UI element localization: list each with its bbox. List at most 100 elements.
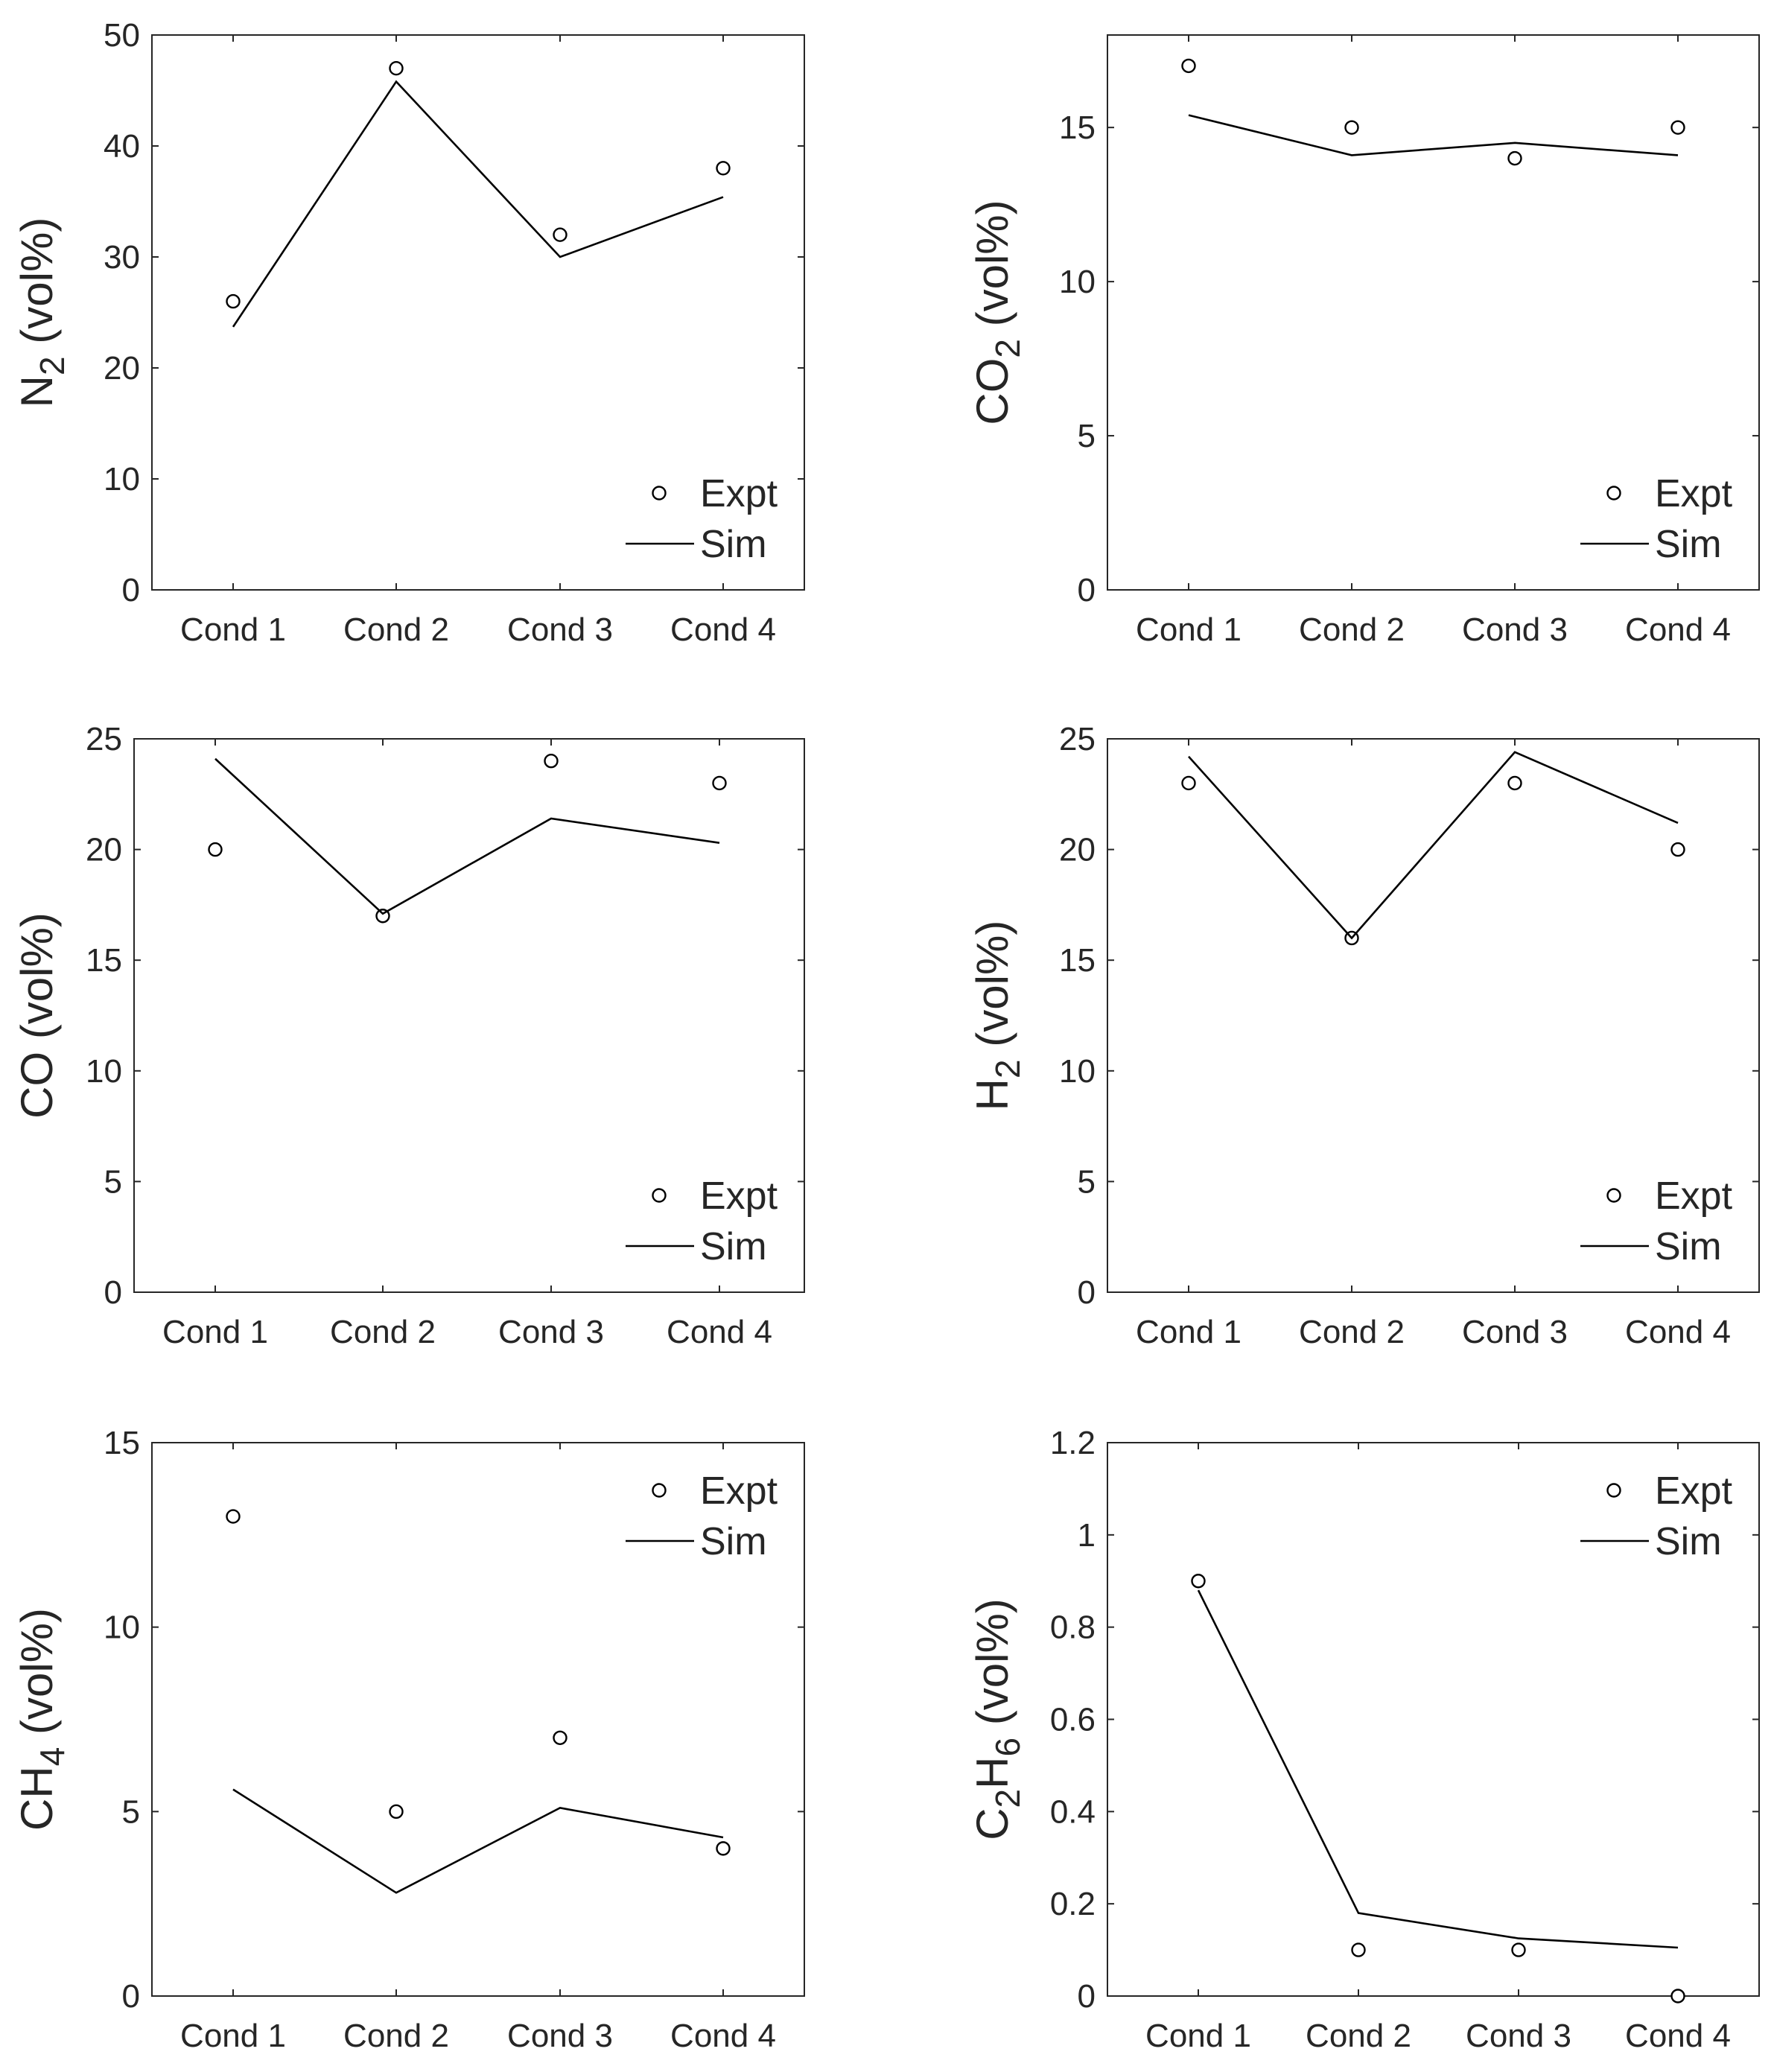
- legend-expt-marker: [1606, 1188, 1621, 1203]
- legend-expt-marker: [652, 486, 667, 500]
- y-tick-label: 0: [122, 572, 140, 608]
- legend-expt-marker: [1606, 486, 1621, 500]
- legend-expt-label: Expt: [1655, 472, 1733, 515]
- expt-marker: [553, 1730, 568, 1745]
- x-tick-label: Cond 2: [343, 2018, 449, 2054]
- y-axis-label-main: CO: [967, 358, 1017, 425]
- legend: Expt Sim: [1580, 1469, 1733, 1563]
- y-axis-label-main: N: [12, 375, 62, 407]
- y-tick-label: 0: [122, 1978, 140, 2015]
- expt-marker: [1670, 120, 1685, 135]
- chart-panel-2: 0 5 10 15 Cond 1 Cond 2 Cond 3 Cond 4 CO2 (vol%)…: [967, 34, 1760, 648]
- y-tick-label: 15: [86, 942, 122, 979]
- y-axis-label-subscript: 2: [988, 1059, 1027, 1078]
- y-tick-label: 25: [1059, 721, 1096, 757]
- legend-sim-label: Sim: [1655, 1225, 1722, 1268]
- y-axis-label-main: CO: [12, 1052, 62, 1119]
- expt-marker: [712, 775, 727, 791]
- y-tick-label: 0.8: [1050, 1609, 1096, 1646]
- x-tick-label: Cond 4: [667, 1314, 772, 1350]
- legend-expt-marker: [1606, 1483, 1621, 1498]
- y-tick-label: 15: [1059, 109, 1096, 146]
- x-tick-label: Cond 4: [1625, 611, 1731, 648]
- y-axis-label-subscript: 2: [988, 1789, 1027, 1808]
- expt-marker: [226, 293, 241, 309]
- legend-sim-label: Sim: [1655, 523, 1722, 566]
- x-tick-label: Cond 3: [498, 1314, 604, 1350]
- x-tick-label: Cond 2: [1306, 2018, 1411, 2054]
- y-axis-label-main: H: [967, 1757, 1017, 1789]
- x-tick-label: Cond 2: [1299, 1314, 1405, 1350]
- expt-marker: [1670, 842, 1685, 857]
- y-tick-label: 5: [104, 1163, 122, 1200]
- legend-expt-label: Expt: [700, 1175, 778, 1218]
- legend-sim-label: Sim: [700, 523, 767, 566]
- x-tick-label: Cond 4: [670, 611, 776, 648]
- y-tick-label: 10: [104, 1609, 140, 1646]
- x-tick-label: Cond 4: [670, 2018, 776, 2054]
- legend-sim-label: Sim: [700, 1520, 767, 1563]
- chart-panel-5: 0 5 10 15 Cond 1 Cond 2 Cond 3 Cond 4 CH4 (vol%)…: [12, 1425, 805, 2054]
- y-tick-label: 20: [104, 350, 140, 387]
- expt-marker: [226, 1509, 241, 1524]
- expt-marker: [208, 842, 223, 857]
- axes-box: [1107, 34, 1760, 591]
- expt-marker: [1507, 775, 1522, 791]
- legend-sim-label: Sim: [700, 1225, 767, 1268]
- sim-line: [232, 1788, 724, 1894]
- y-tick-label: 20: [86, 832, 122, 868]
- y-axis-label: H2 (vol%): [967, 921, 1027, 1111]
- legend: Expt Sim: [1580, 472, 1733, 566]
- legend-expt-marker: [652, 1188, 667, 1203]
- y-axis-label-main: H: [967, 1078, 1017, 1110]
- y-tick-label: 20: [1059, 832, 1096, 868]
- axes-box: [133, 738, 805, 1293]
- y-axis-label: N2 (vol%): [12, 217, 71, 408]
- y-tick-label: 1: [1078, 1517, 1096, 1554]
- y-axis-label: CO2 (vol%): [967, 200, 1027, 425]
- y-tick-label: 15: [1059, 942, 1096, 979]
- sim-line: [232, 80, 724, 328]
- y-tick-label: 0.6: [1050, 1702, 1096, 1738]
- x-tick-label: Cond 1: [180, 611, 286, 648]
- y-axis-label: C2H6 (vol%): [967, 1598, 1027, 1840]
- y-axis-label: CO (vol%): [12, 912, 62, 1119]
- expt-marker: [1511, 1942, 1526, 1957]
- expt-marker: [716, 1841, 731, 1856]
- y-tick-label: 0: [1078, 572, 1096, 608]
- y-axis-label-subscript: 2: [988, 339, 1027, 358]
- sim-line: [1197, 1589, 1679, 1949]
- chart-panel-3: 0 5 10 15 20 25 Cond 1 Cond 2 Cond 3 Cond 4 CO (vo…: [12, 721, 805, 1350]
- legend: Expt Sim: [626, 472, 778, 566]
- expt-marker: [1181, 775, 1196, 791]
- y-axis-label-units: (vol%): [12, 912, 62, 1052]
- axes-box: [151, 34, 805, 591]
- x-tick-label: Cond 4: [1625, 1314, 1731, 1350]
- y-tick-label: 10: [86, 1053, 122, 1090]
- x-tick-label: Cond 1: [162, 1314, 268, 1350]
- y-tick-label: 25: [86, 721, 122, 757]
- legend: Expt Sim: [626, 1469, 778, 1563]
- legend-sim-label: Sim: [1655, 1520, 1722, 1563]
- expt-marker: [389, 60, 404, 76]
- y-tick-label: 50: [104, 17, 140, 54]
- y-axis-label-main: C: [967, 1808, 1017, 1840]
- expt-marker: [716, 161, 731, 176]
- x-tick-label: Cond 3: [507, 2018, 613, 2054]
- x-tick-label: Cond 3: [1466, 2018, 1571, 2054]
- y-axis-label-units: (vol%): [12, 217, 62, 357]
- x-tick-label: Cond 2: [343, 611, 449, 648]
- y-tick-label: 0: [104, 1274, 122, 1311]
- y-tick-label: 5: [122, 1793, 140, 1830]
- x-tick-label: Cond 1: [1136, 611, 1242, 648]
- legend-expt-label: Expt: [700, 1469, 778, 1513]
- legend-expt-marker: [652, 1483, 667, 1498]
- y-axis-label: CH4 (vol%): [12, 1608, 71, 1831]
- x-tick-label: Cond 1: [180, 2018, 286, 2054]
- x-tick-label: Cond 2: [330, 1314, 436, 1350]
- x-tick-label: Cond 3: [1462, 611, 1568, 648]
- y-tick-label: 30: [104, 239, 140, 276]
- y-axis-label-units: (vol%): [12, 1608, 62, 1747]
- x-tick-label: Cond 1: [1145, 2018, 1251, 2054]
- expt-marker: [1351, 1942, 1366, 1957]
